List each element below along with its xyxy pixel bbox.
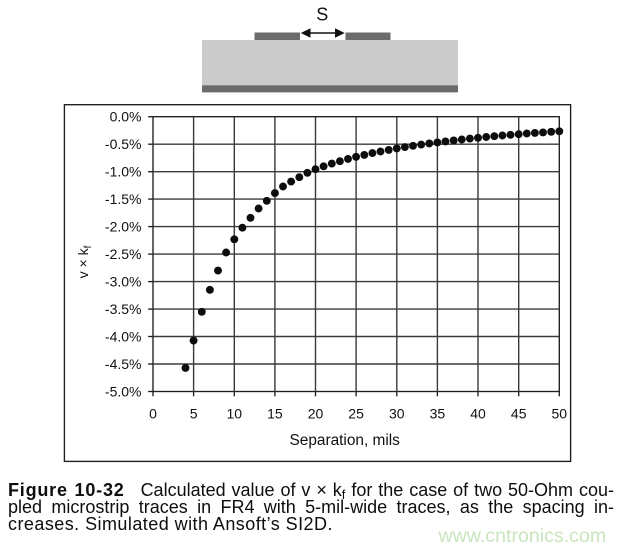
svg-text:-2.0%: -2.0%	[105, 219, 142, 235]
svg-text:-4.5%: -4.5%	[105, 356, 142, 372]
svg-text:v × kf: v × kf	[75, 245, 94, 278]
svg-text:20: 20	[308, 406, 324, 422]
svg-text:-1.0%: -1.0%	[105, 164, 142, 180]
svg-text:-1.5%: -1.5%	[105, 191, 142, 207]
svg-text:Separation, mils: Separation, mils	[290, 432, 401, 449]
svg-text:S: S	[316, 4, 328, 24]
svg-text:5: 5	[190, 406, 198, 422]
svg-text:15: 15	[267, 406, 283, 422]
svg-text:45: 45	[511, 406, 527, 422]
svg-text:-3.0%: -3.0%	[105, 274, 142, 290]
svg-text:10: 10	[227, 406, 243, 422]
svg-text:-2.5%: -2.5%	[105, 246, 142, 262]
svg-text:0.0%: 0.0%	[110, 109, 142, 125]
svg-text:30: 30	[389, 406, 405, 422]
svg-text:40: 40	[470, 406, 486, 422]
svg-text:-5.0%: -5.0%	[105, 384, 142, 400]
svg-text:-4.0%: -4.0%	[105, 329, 142, 345]
svg-text:50: 50	[552, 406, 568, 422]
svg-text:0: 0	[149, 406, 157, 422]
svg-text:-3.5%: -3.5%	[105, 301, 142, 317]
svg-text:25: 25	[348, 406, 364, 422]
svg-text:-0.5%: -0.5%	[105, 136, 142, 152]
svg-text:35: 35	[430, 406, 446, 422]
